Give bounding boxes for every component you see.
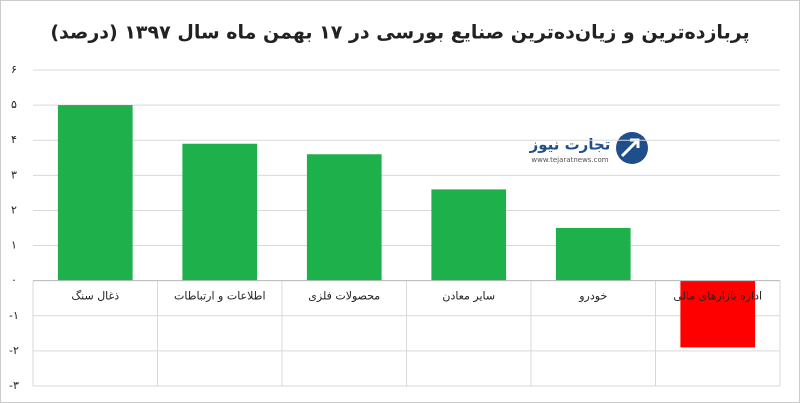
x-tick-label: سایر معادن (442, 290, 495, 303)
bar (182, 143, 258, 281)
x-tick-label: اطلاعات و ارتباطات (174, 290, 266, 303)
y-tick-label: ۰ (11, 274, 17, 287)
watermark-logo (616, 132, 648, 164)
y-tick-label: -۲ (9, 344, 19, 357)
bar (431, 189, 507, 281)
bar (680, 280, 756, 348)
x-tick-label: ذغال سنگ (71, 290, 119, 303)
x-tick-label: محصولات فلزی (308, 290, 380, 303)
y-tick-label: -۱ (9, 309, 19, 322)
watermark-url: www.tejaratnews.com (531, 156, 608, 164)
y-tick-label: ۶ (11, 63, 17, 76)
bar (306, 154, 382, 281)
y-tick-label: ۳ (11, 168, 17, 181)
x-tick-label: اداره بازارهای مالی (673, 290, 762, 303)
x-tick-label: خودرو (578, 290, 607, 303)
y-tick-label: ۵ (11, 98, 17, 111)
y-tick-label: ۱ (11, 239, 17, 252)
y-tick-label: ۲ (11, 203, 17, 216)
y-tick-label: ۴ (11, 133, 17, 146)
chart-title: پربازده‌ترین و زیان‌ده‌ترین صنایع بورسی … (50, 22, 749, 44)
bar (57, 105, 133, 281)
bar (555, 228, 631, 281)
y-tick-label: -۳ (9, 379, 19, 392)
watermark-text: تجارت نیوز (529, 136, 611, 154)
